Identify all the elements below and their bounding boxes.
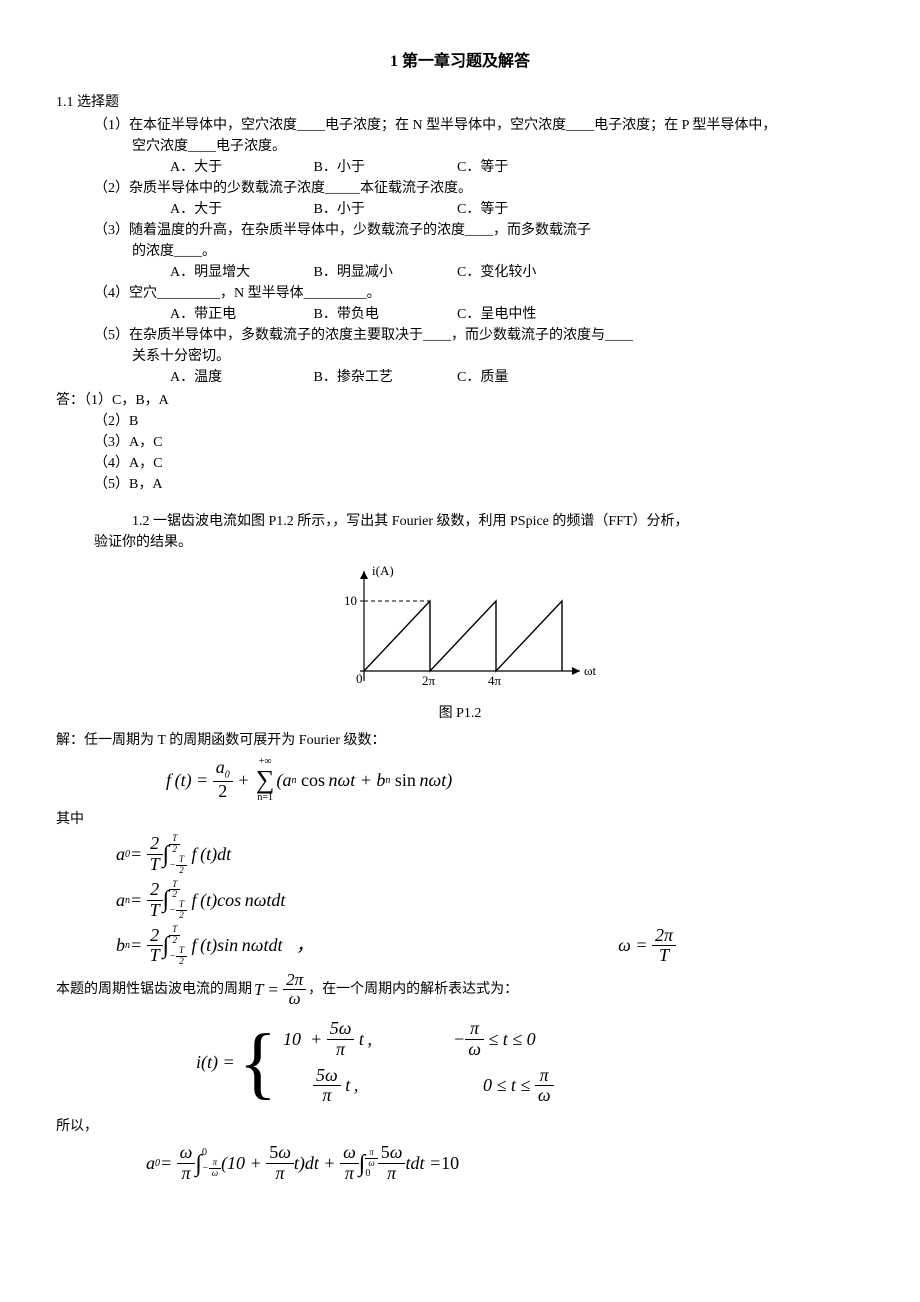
q2-opt-c: C．等于 xyxy=(457,199,597,220)
q1-opt-b: B．小于 xyxy=(314,157,454,178)
q4-options: A．带正电 B．带负电 C．呈电中性 xyxy=(56,304,864,325)
answers-block: 答：（1）C，B，A （2）B （3）A，C （4）A，C （5）B，A xyxy=(56,390,864,495)
q3-options: A．明显增大 B．明显减小 C．变化较小 xyxy=(56,262,864,283)
figure-caption: 图 P1.2 xyxy=(56,703,864,724)
piecewise-row1-expr: 10 + 5ωπ t , xyxy=(283,1019,453,1060)
q1-opt-c: C．等于 xyxy=(457,157,597,178)
piecewise-row2-cond: 0 ≤ t ≤ πω xyxy=(483,1066,553,1107)
piecewise-lhs: i(t) = xyxy=(196,1049,235,1076)
q1-options: A．大于 B．小于 C．等于 xyxy=(56,157,864,178)
problem-1-2-cont: 验证你的结果。 xyxy=(56,532,864,553)
ylabel: i(A) xyxy=(372,563,394,578)
xlabel: ωt xyxy=(584,663,597,678)
q4-opt-b: B．带负电 xyxy=(314,304,454,325)
q5-line1: （5）在杂质半导体中，多数载流子的浓度主要取决于____，而少数载流子的浓度与_… xyxy=(56,325,864,346)
q3-opt-c: C．变化较小 xyxy=(457,262,597,283)
q2-options: A．大于 B．小于 C．等于 xyxy=(56,199,864,220)
answer-5: （5）B，A xyxy=(56,474,864,495)
answer-2: （2）B xyxy=(56,411,864,432)
piecewise-row2-expr: 5ωπ t , xyxy=(283,1066,483,1107)
left-brace-icon: { xyxy=(239,1023,277,1103)
solution-intro: 解：任一周期为 T 的周期函数可展开为 Fourier 级数： xyxy=(56,730,864,751)
q1-opt-a: A．大于 xyxy=(170,157,310,178)
origin-label: 0 xyxy=(356,671,363,686)
q2-opt-b: B．小于 xyxy=(314,199,454,220)
coeff-bn: bn = 2T∫T2−T2 f (t)sin nωtdt ， ω = 2πT xyxy=(56,925,676,967)
q5-line2: 关系十分密切。 xyxy=(56,346,864,367)
xtick-2pi: 2π xyxy=(422,673,436,688)
coeff-a0: a0 = 2T∫T2−T2 f (t)dt xyxy=(56,834,864,876)
q4-opt-a: A．带正电 xyxy=(170,304,310,325)
q1-line1: （1）在本征半导体中，空穴浓度____电子浓度；在 N 型半导体中，空穴浓度__… xyxy=(56,115,864,136)
q3-line2: 的浓度____。 xyxy=(56,241,864,262)
where-label: 其中 xyxy=(56,809,864,830)
q5-opt-b: B．掺杂工艺 xyxy=(314,367,454,388)
problem-1-2-text: 1.2 一锯齿波电流如图 P1.2 所示，，写出其 Fourier 级数，利用 … xyxy=(56,511,864,532)
page-title: 1 第一章习题及解答 xyxy=(56,50,864,74)
q4-line1: （4）空穴_________，N 型半导体_________。 xyxy=(56,283,864,304)
figure-p1-2: i(A) ωt 10 0 2π 4π xyxy=(56,561,864,701)
piecewise-row1-cond: −πω ≤ t ≤ 0 xyxy=(453,1019,536,1060)
piecewise-definition: i(t) = { 10 + 5ωπ t , −πω ≤ t ≤ 0 5ωπ t … xyxy=(56,1013,864,1112)
so-label: 所以， xyxy=(56,1116,864,1137)
a0-result: a0 = ωπ∫0−πω(10 + 5ωπt)dt + ωπ∫πω05ωπtdt… xyxy=(56,1143,864,1184)
section-1-1-heading: 1.1 选择题 xyxy=(56,92,864,113)
answer-3: （3）A，C xyxy=(56,432,864,453)
answers-label: 答： xyxy=(56,393,84,408)
q1-line2: 空穴浓度____电子浓度。 xyxy=(56,136,864,157)
answer-1: （1）C，B，A xyxy=(84,393,169,408)
q2-opt-a: A．大于 xyxy=(170,199,310,220)
q3-line1: （3）随着温度的升高，在杂质半导体中，少数载流子的浓度____，而多数载流子 xyxy=(56,220,864,241)
q5-options: A．温度 B．掺杂工艺 C．质量 xyxy=(56,367,864,388)
answer-4: （4）A，C xyxy=(56,453,864,474)
q2-line1: （2）杂质半导体中的少数载流子浓度_____本征载流子浓度。 xyxy=(56,178,864,199)
q3-opt-b: B．明显减小 xyxy=(314,262,454,283)
xtick-4pi: 4π xyxy=(488,673,502,688)
q5-opt-a: A．温度 xyxy=(170,367,310,388)
q4-opt-c: C．呈电中性 xyxy=(457,304,597,325)
q5-opt-c: C．质量 xyxy=(457,367,597,388)
fourier-series-eq: f (t) = a02 + +∞∑n=1(an cos nωt + bn sin… xyxy=(56,757,864,803)
period-text: 本题的周期性锯齿波电流的周期T = 2πω，在一个周期内的解析表达式为： xyxy=(56,971,864,1009)
q3-opt-a: A．明显增大 xyxy=(170,262,310,283)
coeff-an: an = 2T∫T2−T2 f (t)cos nωtdt xyxy=(56,880,864,922)
ytick-10: 10 xyxy=(344,593,357,608)
